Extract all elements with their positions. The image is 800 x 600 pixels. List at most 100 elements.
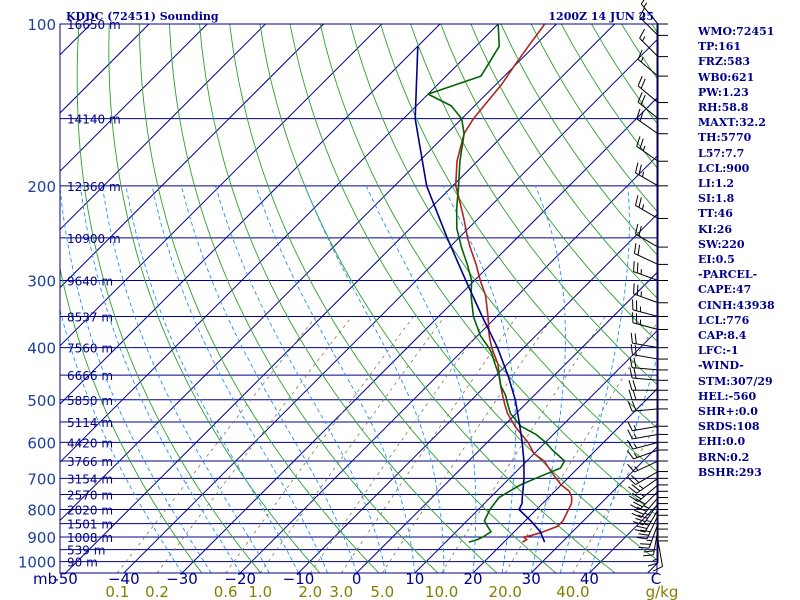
wind-barb-half-flag bbox=[638, 485, 644, 490]
index-item: TH:5770 bbox=[698, 131, 752, 145]
dewpoint-curve bbox=[427, 24, 566, 543]
moist-adiabat-line bbox=[180, 185, 358, 573]
wind-barb-flag bbox=[632, 389, 637, 400]
wind-barb bbox=[627, 400, 659, 412]
wind-barb-flag bbox=[631, 475, 640, 483]
wind-barb-flag bbox=[638, 225, 642, 237]
wind-barb bbox=[631, 497, 659, 518]
wind-barb bbox=[628, 380, 658, 391]
moist-adiabat-line bbox=[101, 185, 270, 573]
wind-barb bbox=[637, 49, 659, 77]
height-label: 3154 m bbox=[67, 472, 113, 486]
pressure-tick-label: 1000 bbox=[18, 554, 56, 572]
wind-barb bbox=[633, 261, 659, 281]
mixing-ratio-label: 20.0 bbox=[489, 583, 522, 600]
wind-barb-half-flag bbox=[641, 204, 645, 210]
wind-barb-flag bbox=[626, 450, 634, 460]
wind-barb-flag bbox=[639, 111, 644, 122]
wind-barb-shaft bbox=[636, 477, 659, 494]
wind-barb-shaft bbox=[636, 145, 659, 162]
height-label: 12360 m bbox=[67, 180, 121, 194]
moist-adiabat-line bbox=[151, 185, 328, 573]
wind-barb-half-flag bbox=[643, 2, 648, 8]
moist-adiabat-line bbox=[304, 185, 445, 573]
index-item: SW:220 bbox=[698, 237, 745, 251]
isotherm-line bbox=[60, 24, 208, 172]
wind-barb-shaft bbox=[634, 252, 659, 265]
wind-barb-shaft bbox=[633, 449, 659, 460]
wind-barb-shaft bbox=[632, 441, 659, 450]
moist-adiabat-line bbox=[215, 185, 387, 573]
wind-barb-flag bbox=[628, 380, 633, 391]
moist-adiabat-line bbox=[60, 185, 212, 573]
index-item: BRN:0.2 bbox=[698, 450, 750, 464]
wind-barb-flag bbox=[634, 162, 639, 173]
isotherm-line bbox=[530, 446, 657, 573]
wind-barb-flag bbox=[633, 357, 637, 369]
temperature-tick-label: −10 bbox=[283, 570, 315, 588]
wind-barb-shaft bbox=[639, 490, 659, 511]
wind-barb-flag bbox=[652, 566, 663, 572]
pressure-tick-label: 400 bbox=[27, 340, 56, 358]
pressure-tick-label: 500 bbox=[27, 392, 56, 410]
dry-adiabat-line bbox=[470, 24, 657, 299]
dry-adiabat-line bbox=[138, 24, 380, 573]
isotherm-line bbox=[60, 24, 441, 405]
wind-barb-flag bbox=[636, 262, 639, 274]
wind-barb-flag bbox=[627, 421, 633, 431]
wind-barb bbox=[638, 523, 659, 549]
moist-adiabat-line bbox=[365, 185, 477, 573]
wind-barb-shaft bbox=[639, 37, 659, 57]
wind-barb-shaft bbox=[632, 342, 659, 349]
wind-barb-half-flag bbox=[642, 145, 646, 152]
wind-barb-shaft bbox=[640, 3, 659, 25]
wind-barb-shaft bbox=[635, 172, 659, 187]
wind-barb-flag bbox=[629, 357, 633, 368]
isotherm-line bbox=[60, 24, 499, 463]
wind-barb-flag bbox=[638, 197, 642, 208]
temperature-tick-label: 30 bbox=[522, 570, 541, 588]
wind-barb-shaft bbox=[635, 471, 659, 485]
wind-barb-shaft bbox=[637, 59, 659, 77]
wind-barb bbox=[626, 449, 659, 460]
dry-adiabat-line bbox=[380, 24, 657, 429]
mixing-ratio-line bbox=[225, 316, 414, 573]
wind-barb bbox=[632, 312, 659, 330]
moist-adiabat-line bbox=[530, 185, 566, 573]
wind-barb-shaft bbox=[632, 408, 659, 412]
wind-barb-flag bbox=[630, 344, 633, 355]
index-item: TT:46 bbox=[698, 207, 733, 221]
moist-adiabat-line bbox=[80, 185, 241, 573]
wind-barb-shaft bbox=[633, 271, 659, 281]
wind-barb-half-flag bbox=[644, 512, 651, 516]
wind-barb-flag bbox=[629, 495, 639, 503]
sounding-curves bbox=[414, 24, 573, 543]
dry-adiabat-line bbox=[168, 24, 439, 573]
height-label: 9640 m bbox=[67, 275, 113, 289]
wind-barb bbox=[633, 283, 659, 304]
index-item: CAP:8.4 bbox=[698, 329, 747, 343]
mixing-ratio-label: 5.0 bbox=[370, 583, 394, 600]
temperature-tick-label: 20 bbox=[463, 570, 482, 588]
wind-barb bbox=[647, 537, 659, 567]
wind-barb-half-flag bbox=[633, 433, 637, 439]
index-item: KI:26 bbox=[698, 222, 733, 236]
wind-barb-half-flag bbox=[639, 493, 645, 497]
wind-barb-flag bbox=[637, 76, 643, 87]
moist-adiabat-line bbox=[125, 185, 299, 573]
wind-barbs bbox=[626, 0, 668, 572]
mixing-ratio-line bbox=[340, 316, 517, 573]
sounding-indices: WMO:72451 TP:161 FRZ:583 WB0:621 PW:1.23 RH:5… bbox=[698, 24, 775, 480]
dry-adiabat-line bbox=[440, 24, 657, 342]
wind-barb-flag bbox=[637, 92, 643, 103]
wind-barb bbox=[652, 540, 664, 572]
dry-adiabat-line bbox=[60, 266, 203, 573]
wind-barb-flag bbox=[628, 486, 638, 494]
wind-barb bbox=[627, 460, 659, 473]
wind-barb-flag bbox=[628, 389, 633, 400]
wind-barb-shaft bbox=[635, 205, 659, 219]
mixing-ratio-label: 3.0 bbox=[329, 583, 353, 600]
wind-barb-flag bbox=[633, 521, 644, 526]
wind-barb-flag bbox=[627, 401, 633, 412]
height-label: 7560 m bbox=[67, 342, 113, 356]
